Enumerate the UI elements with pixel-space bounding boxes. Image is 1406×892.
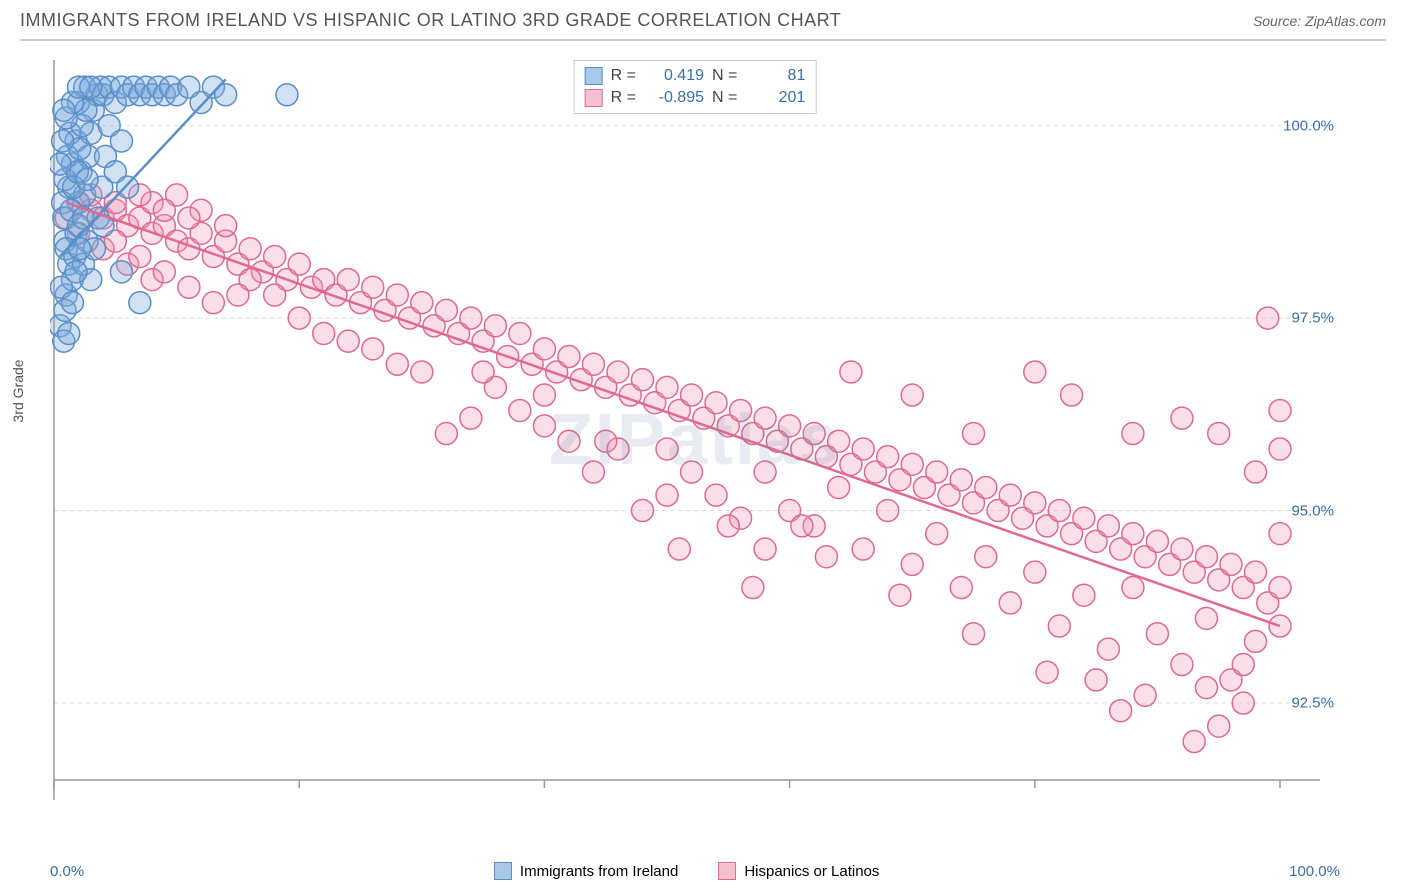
bottom-legend-item-1: Hispanics or Latinos <box>718 862 879 880</box>
y-tick-label: 97.5% <box>1291 310 1334 327</box>
legend-r-value-0: 0.419 <box>644 67 704 85</box>
legend-r-label-0: R = <box>611 67 636 85</box>
legend-r-label-1: R = <box>611 89 636 107</box>
legend-row-series-1: R = -0.895 N = 201 <box>585 87 806 109</box>
legend-n-value-0: 81 <box>745 67 805 85</box>
legend-row-series-0: R = 0.419 N = 81 <box>585 65 806 87</box>
legend-swatch-0 <box>585 67 603 85</box>
chart-title: IMMIGRANTS FROM IRELAND VS HISPANIC OR L… <box>20 10 841 31</box>
bottom-swatch-0 <box>494 862 512 880</box>
legend-r-value-1: -0.895 <box>644 89 704 107</box>
bottom-legend: 0.0% Immigrants from Ireland Hispanics o… <box>50 862 1340 880</box>
legend-n-value-1: 201 <box>745 89 805 107</box>
x-tick-right: 100.0% <box>1289 863 1340 880</box>
y-axis-label: 3rd Grade <box>10 359 26 422</box>
correlation-legend: R = 0.419 N = 81 R = -0.895 N = 201 <box>574 60 817 114</box>
chart-source: Source: ZipAtlas.com <box>1253 13 1386 29</box>
y-tick-label: 100.0% <box>1283 117 1334 134</box>
bottom-legend-center: Immigrants from Ireland Hispanics or Lat… <box>494 862 879 880</box>
chart-area: R = 0.419 N = 81 R = -0.895 N = 201 ZIPa… <box>50 60 1340 820</box>
bottom-label-1: Hispanics or Latinos <box>744 863 879 880</box>
bottom-label-0: Immigrants from Ireland <box>520 863 678 880</box>
x-tick-left: 0.0% <box>50 863 84 880</box>
legend-n-label-1: N = <box>712 89 737 107</box>
chart-header: IMMIGRANTS FROM IRELAND VS HISPANIC OR L… <box>20 10 1386 41</box>
y-tick-label: 92.5% <box>1291 695 1334 712</box>
legend-swatch-1 <box>585 89 603 107</box>
y-tick-label: 95.0% <box>1291 502 1334 519</box>
scatter-plot <box>50 60 1340 820</box>
legend-n-label-0: N = <box>712 67 737 85</box>
bottom-swatch-1 <box>718 862 736 880</box>
bottom-legend-item-0: Immigrants from Ireland <box>494 862 678 880</box>
